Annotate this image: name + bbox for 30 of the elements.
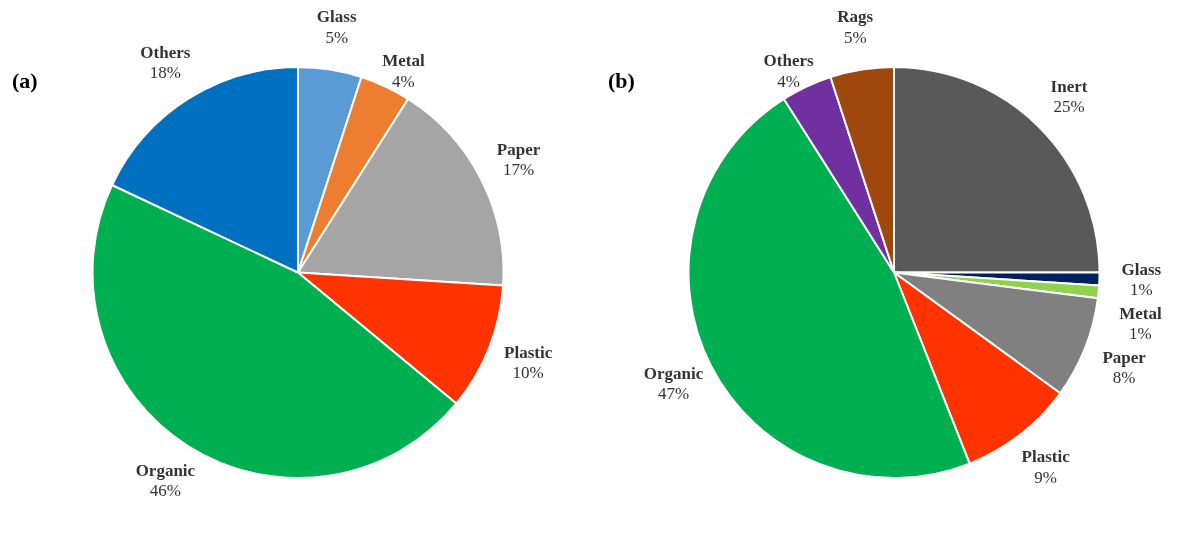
data-label: 47%: [657, 384, 690, 404]
data-label: 5%: [325, 27, 349, 47]
slice-label: Glass: [316, 7, 357, 27]
slice-label: Organic: [643, 364, 704, 384]
data-label: 1%: [1130, 279, 1153, 299]
slice-label: Metal: [1119, 303, 1162, 323]
data-label: 9%: [1034, 467, 1058, 487]
data-label: 4%: [392, 71, 415, 91]
data-label: 25%: [1053, 96, 1085, 116]
data-label: 46%: [149, 480, 181, 500]
slice-label: Plastic: [504, 343, 553, 362]
data-label: 17%: [502, 159, 535, 179]
slice-label: Paper: [496, 139, 541, 159]
slice-label: Inert: [1050, 76, 1088, 96]
slice-label: Organic: [135, 460, 196, 480]
slice-label: Others: [140, 42, 191, 62]
slice-label: Others: [763, 51, 815, 71]
slice-label: Plastic: [1021, 447, 1071, 467]
data-label: 10%: [512, 363, 544, 383]
data-label: 5%: [843, 27, 867, 47]
data-label: 1%: [1129, 323, 1152, 343]
data-label: 18%: [149, 63, 181, 82]
slice-label: Rags: [837, 7, 874, 27]
slice-label: Metal: [382, 51, 425, 71]
text: (a): [12, 68, 38, 93]
data-label: 8%: [1112, 367, 1136, 387]
slice-label: Paper: [1102, 347, 1147, 367]
slice-label: Glass: [1121, 259, 1162, 279]
text: (b): [608, 68, 635, 93]
data-label: 4%: [777, 71, 800, 91]
